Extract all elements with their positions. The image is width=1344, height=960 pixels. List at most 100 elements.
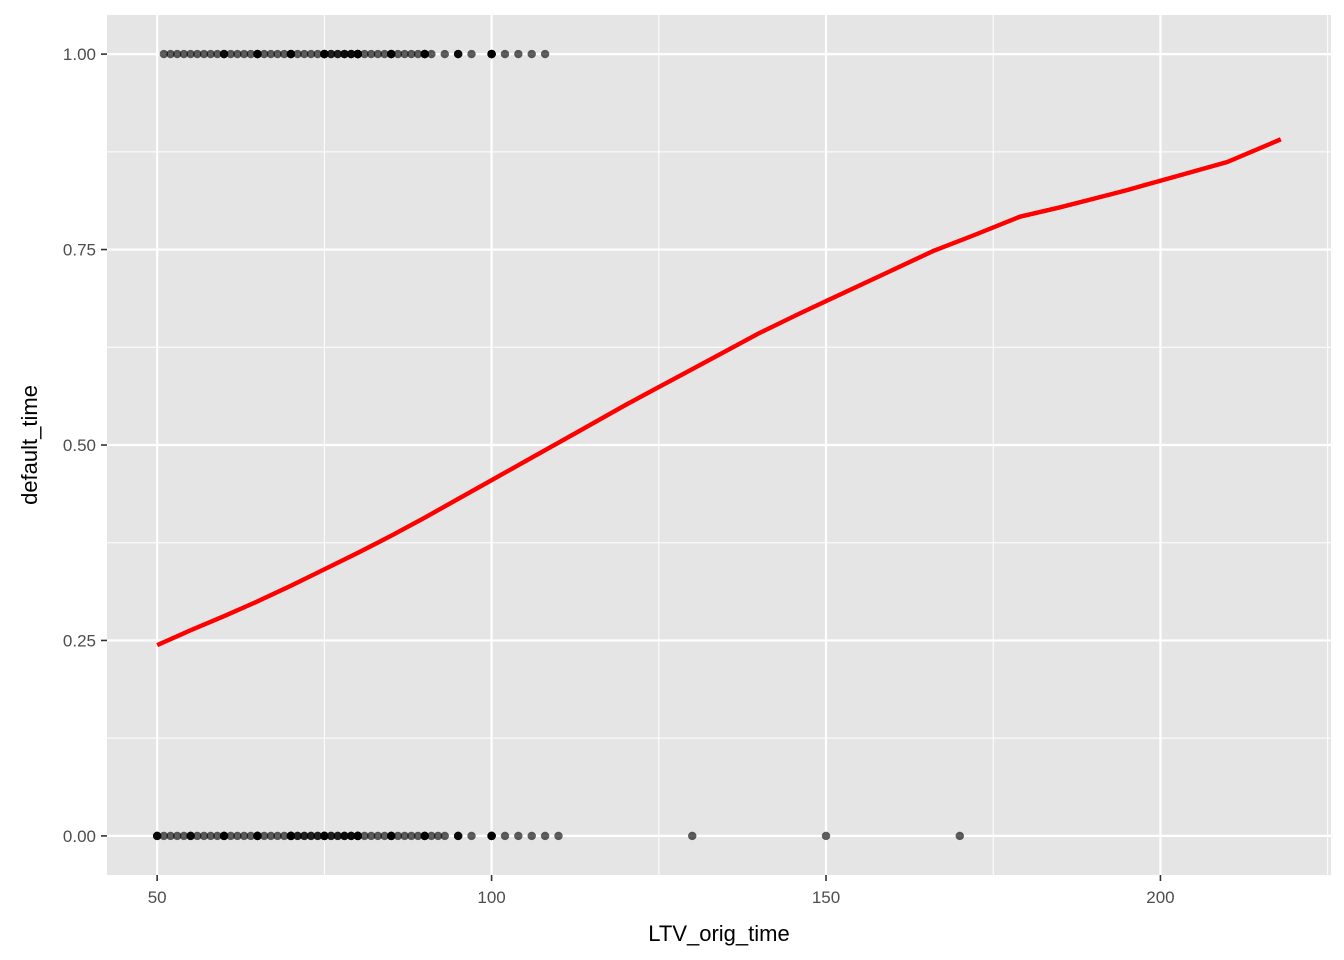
data-point bbox=[320, 831, 329, 841]
data-point bbox=[320, 49, 329, 59]
data-point bbox=[387, 49, 396, 59]
data-point bbox=[366, 831, 376, 841]
data-point bbox=[293, 49, 302, 59]
data-point bbox=[387, 831, 396, 841]
data-point bbox=[467, 49, 476, 59]
data-point bbox=[333, 831, 342, 841]
data-point bbox=[346, 49, 356, 59]
data-point bbox=[226, 831, 235, 841]
data-point bbox=[266, 831, 276, 841]
data-point bbox=[340, 831, 349, 841]
data-point bbox=[306, 831, 316, 841]
data-point bbox=[333, 49, 342, 59]
x-axis-title: LTV_orig_time bbox=[648, 921, 789, 946]
y-tick-label: 0.50 bbox=[63, 436, 96, 455]
data-point bbox=[300, 49, 309, 59]
data-point bbox=[300, 831, 309, 841]
data-point bbox=[253, 831, 262, 841]
data-point bbox=[320, 831, 329, 841]
data-point bbox=[433, 831, 443, 841]
data-point bbox=[366, 49, 376, 59]
data-point bbox=[219, 831, 229, 841]
data-point bbox=[286, 831, 296, 841]
data-point bbox=[306, 831, 316, 841]
data-point bbox=[280, 49, 289, 59]
data-point bbox=[186, 831, 195, 841]
data-point bbox=[253, 49, 262, 59]
data-point bbox=[527, 831, 536, 841]
data-point bbox=[193, 49, 202, 59]
data-point bbox=[320, 831, 329, 841]
data-point bbox=[353, 831, 363, 841]
data-point bbox=[353, 49, 363, 59]
data-point bbox=[320, 831, 329, 841]
data-point bbox=[487, 49, 496, 59]
data-point bbox=[219, 831, 229, 841]
data-point bbox=[233, 831, 242, 841]
data-point bbox=[487, 831, 496, 841]
data-point bbox=[253, 831, 262, 841]
data-point bbox=[540, 49, 550, 59]
data-point bbox=[226, 831, 235, 841]
data-point bbox=[393, 49, 403, 59]
data-point bbox=[320, 831, 329, 841]
data-point bbox=[360, 49, 369, 59]
data-point bbox=[487, 831, 496, 841]
x-tick-label: 100 bbox=[477, 888, 505, 907]
data-point bbox=[420, 831, 429, 841]
data-point bbox=[219, 49, 229, 59]
data-point bbox=[346, 831, 356, 841]
data-point bbox=[420, 831, 429, 841]
data-point bbox=[340, 831, 349, 841]
data-point bbox=[366, 831, 376, 841]
data-point bbox=[340, 831, 349, 841]
data-point bbox=[340, 831, 349, 841]
data-point bbox=[487, 831, 496, 841]
data-point bbox=[320, 49, 329, 59]
data-point bbox=[320, 49, 329, 59]
data-point bbox=[440, 49, 449, 59]
data-point bbox=[259, 49, 269, 59]
data-point bbox=[420, 831, 429, 841]
data-point bbox=[186, 831, 195, 841]
data-point bbox=[393, 49, 403, 59]
data-point bbox=[320, 831, 329, 841]
data-point bbox=[527, 49, 536, 59]
data-point bbox=[487, 49, 496, 59]
data-point bbox=[179, 831, 189, 841]
data-point bbox=[487, 831, 496, 841]
data-point bbox=[186, 831, 195, 841]
data-point bbox=[373, 49, 383, 59]
data-point bbox=[540, 49, 550, 59]
data-point bbox=[453, 49, 463, 59]
data-point bbox=[500, 49, 510, 59]
data-point bbox=[286, 831, 296, 841]
data-point bbox=[226, 831, 235, 841]
data-point bbox=[527, 831, 536, 841]
data-point bbox=[433, 831, 443, 841]
data-point bbox=[353, 49, 363, 59]
data-point bbox=[380, 49, 389, 59]
data-point bbox=[286, 831, 296, 841]
data-point bbox=[320, 49, 329, 59]
data-point bbox=[387, 831, 396, 841]
data-point bbox=[487, 831, 496, 841]
data-point bbox=[313, 831, 322, 841]
data-point bbox=[186, 831, 195, 841]
data-point bbox=[320, 831, 329, 841]
data-point bbox=[420, 49, 429, 59]
data-point bbox=[286, 831, 296, 841]
data-point bbox=[293, 831, 302, 841]
data-point bbox=[420, 49, 429, 59]
data-point bbox=[440, 831, 449, 841]
data-point bbox=[353, 49, 363, 59]
data-point bbox=[346, 49, 356, 59]
data-point bbox=[387, 49, 396, 59]
data-point bbox=[253, 49, 262, 59]
data-point bbox=[219, 831, 229, 841]
data-point bbox=[420, 49, 429, 59]
data-point bbox=[259, 831, 269, 841]
x-tick-label: 50 bbox=[148, 888, 167, 907]
data-point bbox=[360, 831, 369, 841]
data-point bbox=[366, 49, 376, 59]
